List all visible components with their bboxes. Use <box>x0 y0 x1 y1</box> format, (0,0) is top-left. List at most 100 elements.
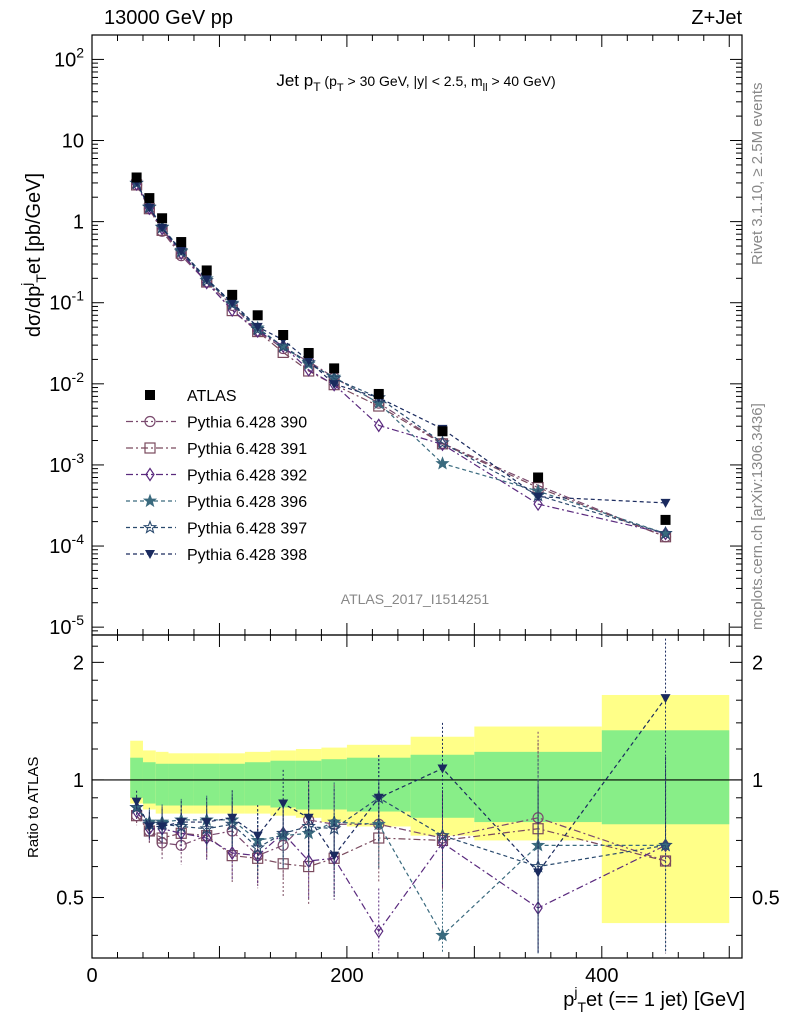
series-main-point <box>437 437 448 452</box>
series-main-point <box>658 525 673 540</box>
atlas-data-point <box>157 213 168 224</box>
series-main-point <box>201 275 212 285</box>
series-main-point <box>176 246 187 256</box>
legend-marker <box>144 415 156 428</box>
series-main-point <box>157 223 168 233</box>
ratio-y-axis-title: Ratio to ATLAS <box>25 757 42 858</box>
legend-marker <box>145 467 155 482</box>
series-ratio-point <box>435 828 450 842</box>
ratio-tick-label: 2 <box>73 652 84 674</box>
ratio-tick-label-right: 0.5 <box>752 888 780 910</box>
series-ratio-point <box>131 797 142 807</box>
series-main-point <box>329 380 340 390</box>
uncertainty-bands <box>92 694 742 924</box>
atlas-data-point <box>303 347 314 358</box>
atlas-data-points <box>131 172 671 525</box>
x-tick-label: 400 <box>585 965 618 987</box>
series-main-point <box>533 492 544 502</box>
atlas-data-point <box>176 237 187 248</box>
series-main-point <box>374 418 384 433</box>
ratio-tick-label-right: 1 <box>752 770 763 792</box>
series-line-ratio <box>136 815 666 868</box>
rivet-label: Rivet 3.1.10, ≥ 2.5M events <box>749 83 766 266</box>
series-ratio-point <box>373 793 384 803</box>
atlas-data-point <box>329 363 340 374</box>
mc-series <box>129 175 673 954</box>
legend-label: Pythia 6.428 391 <box>187 441 307 458</box>
series-main-point <box>435 456 450 470</box>
y-tick-label: 10-3 <box>49 450 84 477</box>
legend-marker <box>145 550 155 559</box>
series-ratio-point <box>174 818 189 833</box>
y-tick-label: 102 <box>54 44 84 71</box>
atlas-data-point <box>533 472 544 483</box>
series-main-point <box>660 498 671 508</box>
y-tick-label: 10-5 <box>49 612 84 639</box>
legend-label: Pythia 6.428 397 <box>187 521 307 538</box>
series-Pythia-6428-398 <box>131 177 671 954</box>
series-ratio-point <box>374 924 384 939</box>
atlas-data-point <box>373 388 384 399</box>
legend-marker <box>144 442 156 454</box>
series-ratio-point <box>303 853 314 869</box>
series-ratio-point <box>129 799 144 814</box>
series-ratio-point <box>437 835 448 850</box>
atlas-data-point <box>660 514 671 525</box>
analysis-label: ATLAS_2017_I1514251 <box>341 591 490 607</box>
series-ratio-point <box>301 825 316 840</box>
y-tick-label: 1 <box>73 212 84 234</box>
ratio-tick-label: 1 <box>73 770 84 792</box>
series-ratio-point <box>252 831 263 841</box>
series-ratio-point <box>227 813 238 823</box>
y-tick-label: 10 <box>62 131 84 153</box>
series-main-point <box>144 203 155 213</box>
series-line-main <box>136 184 666 538</box>
series-ratio-point <box>437 764 448 774</box>
atlas-data-point <box>201 265 212 276</box>
atlas-data-point <box>144 193 155 204</box>
main-frame <box>91 34 743 636</box>
series-ratio-point <box>658 837 673 852</box>
atlas-data-point <box>252 310 263 321</box>
mcplots-label: mcplots.cern.ch [arXiv:1306.3436] <box>749 403 766 630</box>
series-ratio-point <box>303 813 314 823</box>
atlas-data-point <box>278 330 289 340</box>
x-axis-title: pjTet (== 1 jet) [GeV] <box>563 984 745 1015</box>
series-line-main <box>136 181 666 504</box>
series-ratio-point <box>435 928 450 942</box>
y-tick-label: 10-2 <box>49 369 84 396</box>
series-ratio-point <box>278 799 289 809</box>
band-green <box>244 762 271 806</box>
x-tick-label: 0 <box>86 965 97 987</box>
ratio-frame <box>91 634 743 959</box>
series-ratio-point <box>176 818 187 828</box>
legend-label-atlas: ATLAS <box>187 388 237 405</box>
legend-label: Pythia 6.428 390 <box>187 415 307 432</box>
series-main-point <box>250 321 265 336</box>
y-tick-label: 10-1 <box>49 288 84 315</box>
series-ratio-point <box>329 851 340 861</box>
ratio-tick-label: 0.5 <box>56 888 84 910</box>
series-ratio-point <box>201 830 212 846</box>
y-axis-title: dσ/dpjTet [pb/GeV] <box>18 173 49 337</box>
series-ratio-point <box>327 821 342 835</box>
series-main-point <box>227 298 238 308</box>
atlas-data-point <box>437 426 448 437</box>
legend-label: Pythia 6.428 398 <box>187 547 307 564</box>
y-tick-label: 10-4 <box>49 531 84 558</box>
band-green <box>130 757 143 798</box>
axis-ticks: 0 200 400 10-5 10-4 10-3 10-2 10-1 1 10 102 0.5 0.5 1… <box>49 34 780 987</box>
series-line-ratio <box>136 697 667 874</box>
x-tick-label: 200 <box>330 965 363 987</box>
band-green <box>168 763 194 806</box>
series-ratio-point <box>660 694 671 704</box>
band-green <box>155 763 169 806</box>
series-line-ratio <box>136 811 666 933</box>
series-main-point <box>252 322 263 332</box>
series-main-point <box>533 497 543 512</box>
header-right-label: Z+Jet <box>691 7 742 29</box>
chart-title: Jet pT (pT > 30 GeV, |y| < 2.5, mll > 40… <box>276 71 555 94</box>
legend-marker <box>142 519 158 534</box>
series-ratio-point <box>157 822 168 832</box>
legend-label: Pythia 6.428 392 <box>187 468 307 485</box>
